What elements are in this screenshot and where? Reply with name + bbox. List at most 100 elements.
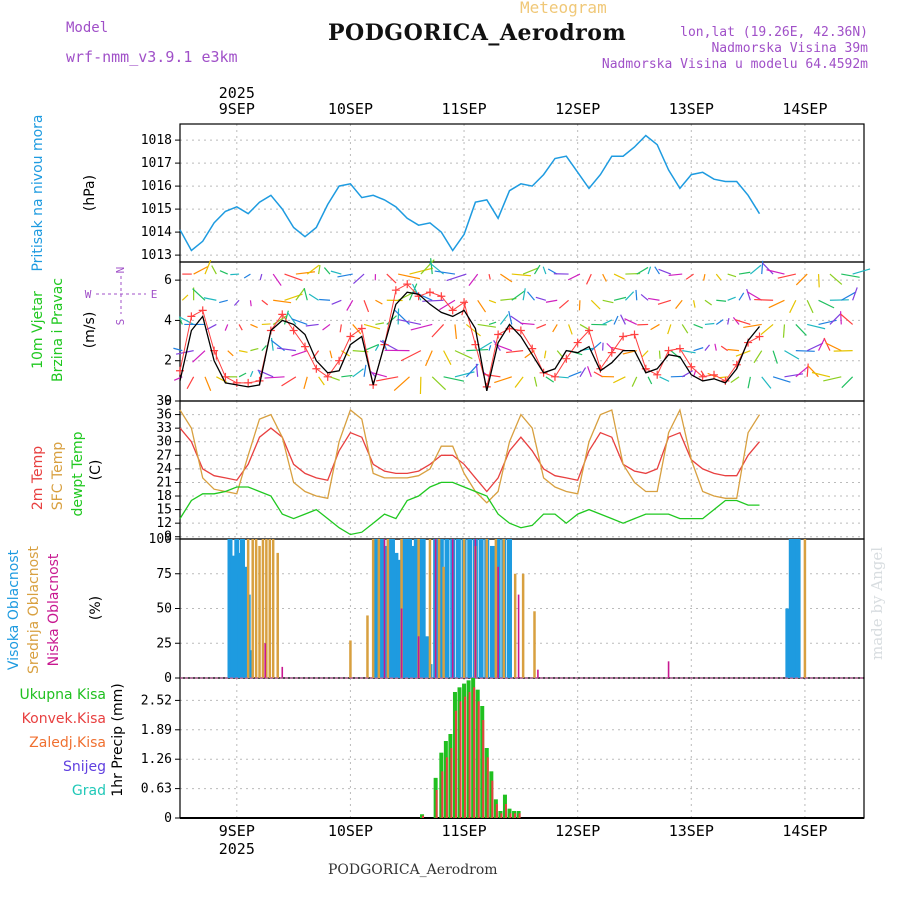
temperature-y-tick-label: 9	[164, 530, 172, 545]
wind-arrow	[818, 299, 835, 309]
wind-arrow	[738, 271, 751, 275]
x-top-day-label: 10SEP	[328, 100, 373, 118]
wind-arrow	[238, 324, 243, 331]
wind-arrow	[692, 300, 696, 308]
wind-arrow	[841, 376, 854, 389]
pressure-ylabel: Pritisak na nivou mora	[30, 114, 46, 271]
wind-arrow	[371, 372, 387, 378]
precip-legend-item: Snijeg	[63, 759, 106, 775]
wind-arrow	[249, 300, 252, 307]
wind-arrow	[488, 273, 491, 280]
wind-arrow	[230, 273, 240, 276]
wind-arrow	[657, 299, 672, 305]
wind-arrow	[760, 323, 774, 336]
wind-y-tick-label: 0	[164, 394, 172, 409]
cloud-bar-niska	[383, 539, 386, 678]
precip-bar-convective	[482, 720, 485, 818]
cloud-bar-visoka	[396, 559, 402, 678]
wind-arrow	[500, 273, 513, 283]
wind-arrow	[640, 293, 649, 301]
wind-arrow	[579, 367, 587, 378]
wind-arrow	[795, 324, 807, 336]
cloud-bar-visoka	[795, 539, 801, 678]
precip-bar-convective	[504, 804, 507, 818]
precip-bar-convective	[491, 780, 494, 818]
wind-arrow	[715, 273, 722, 281]
wind-arrow	[743, 323, 762, 329]
cloud-bar-visoka	[407, 539, 413, 678]
cloud-bar-srednja	[254, 539, 258, 678]
wind-y-tick-label: 2	[164, 354, 172, 369]
wind-arrow	[823, 337, 831, 351]
wind-arrow	[250, 347, 259, 352]
wind-arrow	[754, 298, 774, 301]
cloud-bar-visoka	[372, 539, 378, 678]
wind-arrow	[312, 350, 320, 360]
wind-arrow	[682, 350, 696, 354]
wind-arrow	[331, 299, 342, 305]
wind-arrow	[552, 324, 558, 333]
wind-y-tick-label: 4	[164, 313, 172, 328]
wind-arrow	[506, 350, 524, 354]
wind-arrow	[420, 259, 435, 275]
wind-arrow	[768, 299, 785, 309]
precip-y-tick-label: 1.26	[141, 752, 172, 767]
cloud-bar-niska	[264, 643, 267, 678]
wind-arrow	[295, 287, 306, 301]
wind-arrow	[370, 371, 376, 378]
station-elevation: Nadmorska Visina 39m	[711, 41, 868, 56]
wind-arrow	[602, 319, 613, 325]
cloud-bar-srednja	[417, 539, 420, 678]
wind-arrow	[303, 376, 308, 390]
wind-arrow	[341, 374, 353, 378]
wind-arrow	[412, 291, 433, 301]
wind-arrow	[192, 288, 206, 301]
wind-arrow	[524, 350, 535, 359]
wind-arrow	[533, 264, 541, 275]
wind-arrow	[522, 288, 526, 301]
wind-arrow	[772, 376, 791, 383]
cloud-bar-visoka	[455, 539, 461, 678]
wind-arrow	[353, 273, 365, 285]
pressure-y-tick-label: 1014	[141, 225, 172, 240]
wind-arrow	[249, 370, 254, 378]
wind-arrow	[508, 310, 513, 325]
wind-arrow	[339, 324, 342, 333]
wind-arrow	[593, 371, 603, 378]
wind-arrow	[533, 376, 538, 387]
wind-arrow	[782, 324, 786, 338]
wind-arrow	[439, 299, 456, 311]
temperature-y-tick-label: 36	[156, 408, 172, 423]
pressure-y-tick-label: 1018	[141, 133, 172, 148]
wind-arrow	[352, 324, 362, 335]
temperature-y-tick-label: 39	[156, 394, 172, 409]
model-elevation: Nadmorska Visina u modelu 64.4592m	[601, 57, 868, 72]
wind-arrow	[454, 371, 475, 378]
temperature-y-tick-label: 12	[156, 516, 172, 531]
precip-legend-item: Zaledj.Kisa	[29, 735, 106, 751]
x-bottom-day-label: 13SEP	[669, 822, 714, 840]
cloud-bar-srednja	[265, 539, 268, 678]
wind-arrow	[762, 262, 774, 275]
wind-arrow	[602, 299, 614, 304]
wind-arrow	[558, 299, 569, 309]
temperature-sfc-line	[179, 408, 761, 504]
cloud-bar-srednja	[246, 539, 250, 678]
cloud-bar-niska	[497, 566, 499, 678]
wind-arrow	[305, 323, 319, 327]
wind-arrow	[376, 376, 399, 382]
wind-arrow	[727, 296, 736, 301]
wind-arrow	[303, 288, 308, 301]
wind-arrow	[720, 345, 728, 352]
wind-arrow	[624, 318, 638, 325]
wind-arrow	[375, 299, 383, 305]
wind-arrow	[397, 318, 422, 326]
cloud-y-tick-label: 0	[164, 671, 172, 686]
wind-arrow	[430, 258, 433, 275]
precip-bar-convective	[514, 813, 517, 818]
wind-arrow	[511, 273, 531, 277]
cloud-bar-niska	[434, 539, 437, 678]
wind-arrow	[233, 299, 240, 306]
wind-arrow	[716, 299, 727, 302]
wind-arrow	[363, 364, 367, 377]
